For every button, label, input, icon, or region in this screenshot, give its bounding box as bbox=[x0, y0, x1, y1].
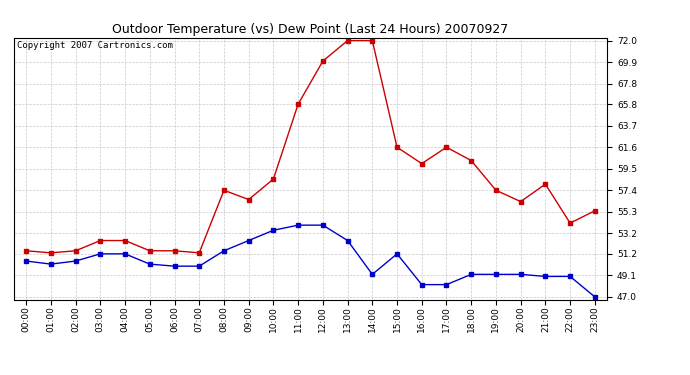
Text: Copyright 2007 Cartronics.com: Copyright 2007 Cartronics.com bbox=[17, 42, 172, 51]
Title: Outdoor Temperature (vs) Dew Point (Last 24 Hours) 20070927: Outdoor Temperature (vs) Dew Point (Last… bbox=[112, 23, 509, 36]
